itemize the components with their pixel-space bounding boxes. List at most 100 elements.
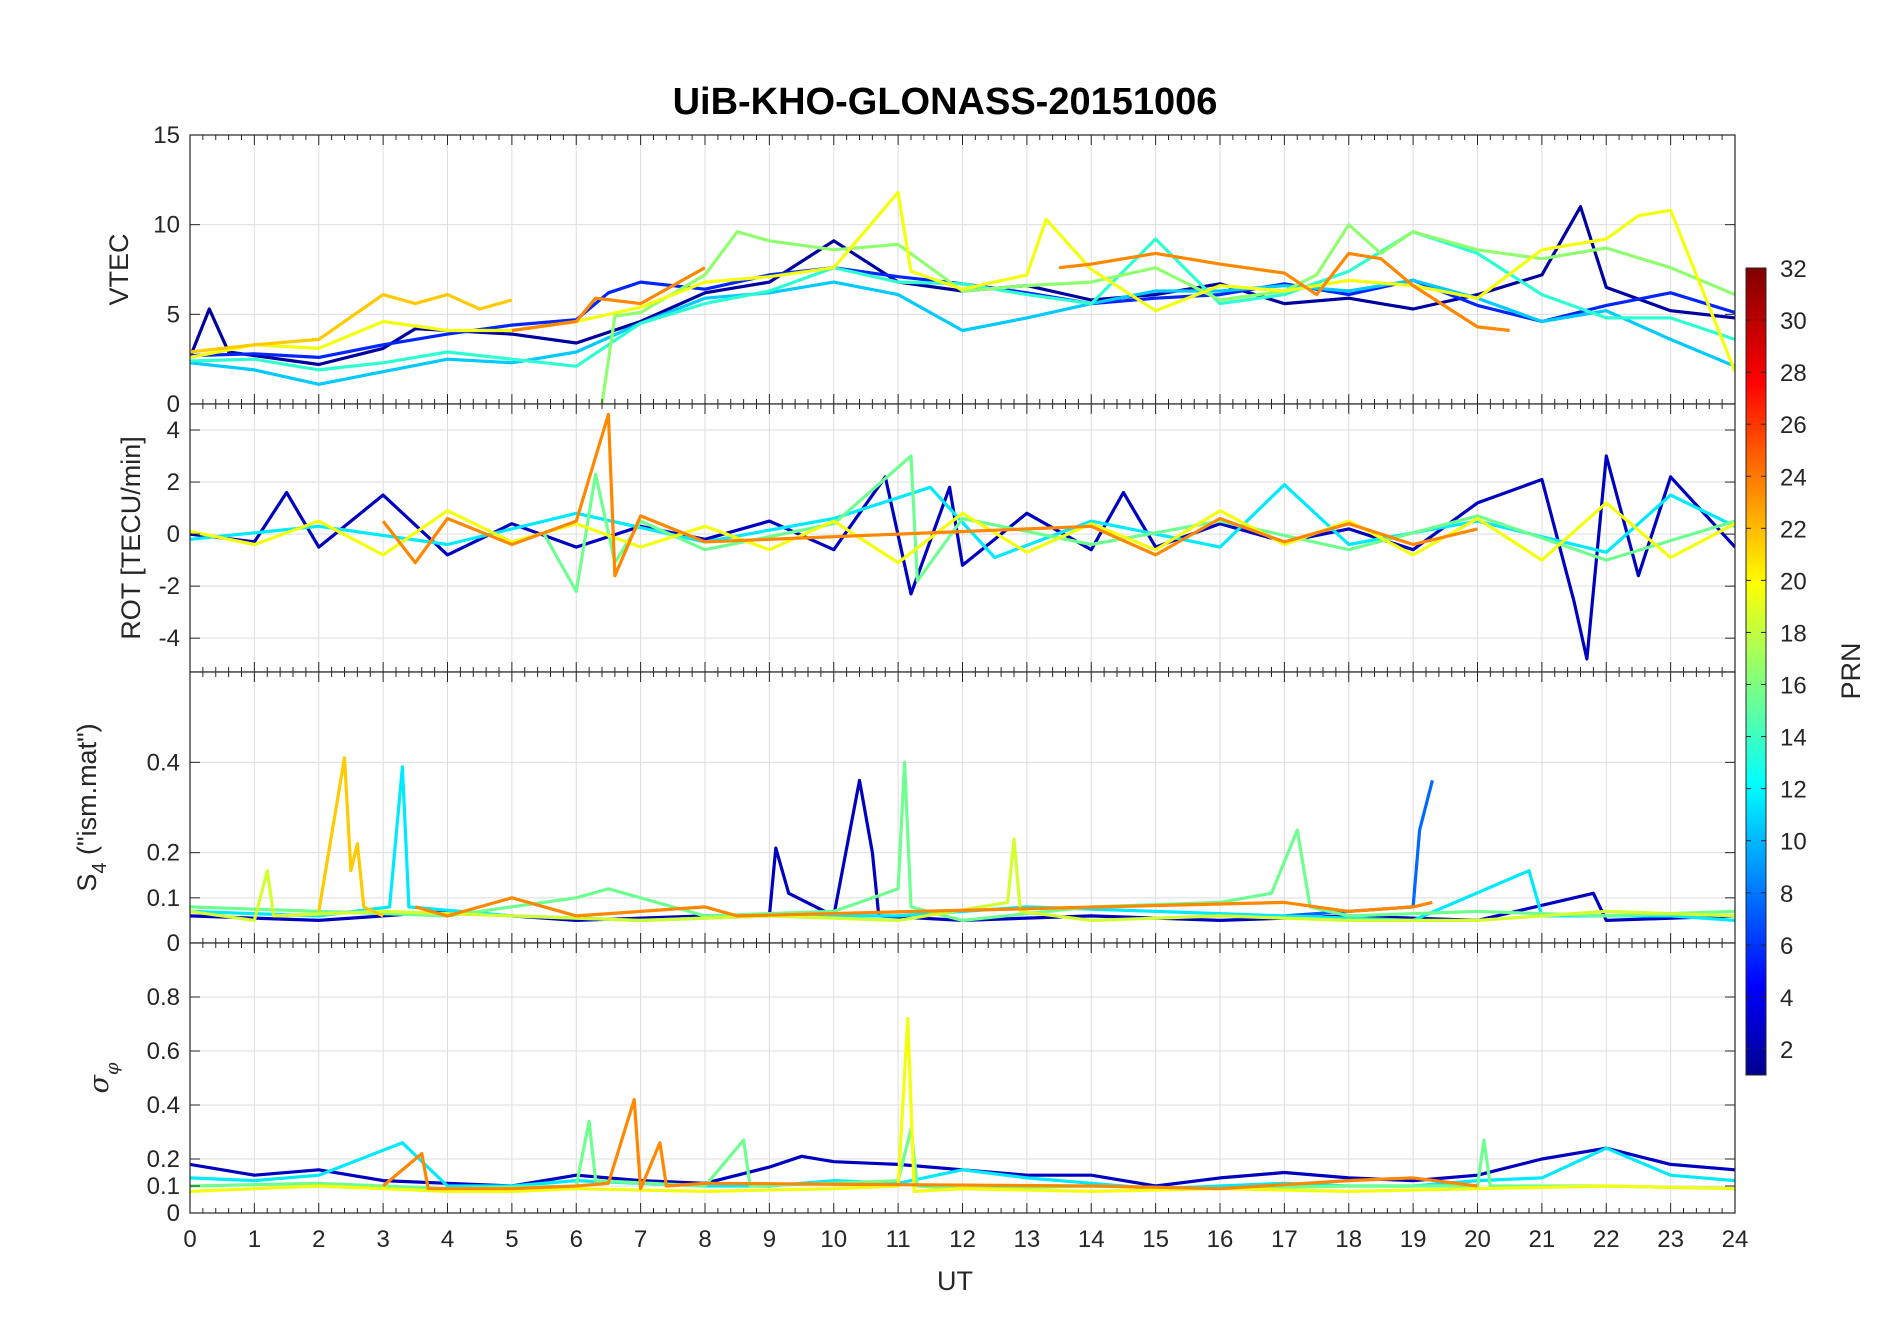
colorbar-tick-label: 22 <box>1780 516 1807 543</box>
colorbar-gradient <box>1745 267 1767 1076</box>
x-tick-label: 15 <box>1142 1226 1169 1253</box>
colorbar-tick-label: 6 <box>1780 933 1793 960</box>
x-tick-label: 3 <box>376 1226 389 1253</box>
panel-s4: 0 0.1 0.2 0.4 S4 ("ism.mat") <box>72 671 1736 957</box>
y-axis-label-rot: ROT [TECU/min] <box>116 436 146 640</box>
x-tick-label: 1 <box>248 1226 261 1253</box>
panel-rot-series <box>190 412 1735 661</box>
colorbar-tick-label: 12 <box>1780 777 1807 804</box>
y-axis-label-vtec: VTEC <box>104 233 134 305</box>
x-tick-label: 16 <box>1207 1226 1234 1253</box>
y-tick-label: 2 <box>167 469 180 496</box>
series-prn-16-rot-2 <box>542 454 1735 593</box>
colorbar-tick-label: 18 <box>1780 620 1807 647</box>
panel-sigma-series <box>190 1017 1735 1193</box>
y-tick-label: 0 <box>167 391 180 418</box>
series-prn-24-sigma-4 <box>382 1098 1478 1191</box>
x-tick-label: 10 <box>820 1226 847 1253</box>
y-axis-label-s4: S4 ("ism.mat") <box>72 723 111 891</box>
x-tick-label: 17 <box>1271 1226 1298 1253</box>
colorbar-tick-label: 24 <box>1780 464 1807 491</box>
series-prn-2-vtec-0 <box>190 205 1735 367</box>
series-prn-12-s4-2 <box>190 765 1735 922</box>
x-tick-label: 21 <box>1529 1226 1556 1253</box>
series-prn-3-rot-0 <box>190 454 1735 661</box>
x-tick-label: 11 <box>886 1226 911 1253</box>
y-tick-label: -4 <box>159 625 180 652</box>
y-tick-label: 10 <box>153 212 180 239</box>
series-prn-22-s4-5 <box>317 756 384 918</box>
panel-s4-ticks <box>189 672 1736 944</box>
colorbar-label: PRN <box>1836 642 1866 699</box>
series-prn-6-vtec-1 <box>190 266 1735 359</box>
colorbar-tick-label: 28 <box>1780 360 1807 387</box>
colorbar-tick-label: 30 <box>1780 308 1807 335</box>
y-tick-label: 0.1 <box>147 885 180 912</box>
y-tick-label: 0 <box>167 930 180 957</box>
series-prn-24-rot-4 <box>381 412 1478 578</box>
y-tick-label: 0.6 <box>147 1038 180 1065</box>
panel-s4-series <box>190 756 1735 922</box>
x-tick-label: 13 <box>1014 1226 1041 1253</box>
colorbar-tick-label: 10 <box>1780 829 1807 856</box>
panel-vtec-series <box>190 190 1735 404</box>
colorbar-tick-label: 4 <box>1780 985 1793 1012</box>
y-tick-label: 15 <box>153 122 180 149</box>
x-tick-label: 24 <box>1722 1226 1749 1253</box>
series-prn-16-sigma-2 <box>190 1119 1735 1191</box>
x-tick-label: 4 <box>441 1226 454 1253</box>
x-tick-label: 9 <box>763 1226 776 1253</box>
colorbar-tick-label: 14 <box>1780 725 1807 752</box>
series-prn-20-vtec-5 <box>190 190 1735 373</box>
panel-sigma-ticks <box>189 943 1736 1214</box>
series-prn-14-vtec-3 <box>190 230 1735 372</box>
colorbar-tick-label: 26 <box>1780 412 1807 439</box>
series-prn-3-sigma-0 <box>190 1146 1735 1188</box>
panel-rot: -4 -2 0 2 4 ROT [TECU/min] <box>116 403 1736 673</box>
colorbar-tick-label: 20 <box>1780 568 1807 595</box>
panel-sigma: 00.10.2 0.4 0.6 0.8 σφ <box>84 942 1736 1227</box>
y-tick-label: 4 <box>167 417 180 444</box>
x-tick-label: 6 <box>570 1226 583 1253</box>
series-prn-24-vtec-7 <box>511 266 706 333</box>
y-tick-label: 0.2 <box>147 840 180 867</box>
x-tick-label: 18 <box>1335 1226 1362 1253</box>
colorbar-tick-label: 2 <box>1780 1037 1793 1064</box>
y-tick-label: 0 <box>167 521 180 548</box>
series-prn-24-vtec-8 <box>1058 251 1510 333</box>
x-tick-label: 0 <box>183 1226 196 1253</box>
y-tick-label: 0.1 <box>147 1173 180 1200</box>
series-prn-20-rot-3 <box>190 501 1735 565</box>
x-tick-label: 8 <box>698 1226 711 1253</box>
panel-vtec-ticks <box>189 134 1736 405</box>
x-tick-label: 5 <box>505 1226 518 1253</box>
x-tick-label: 23 <box>1657 1226 1684 1253</box>
colorbar-tick-label: 32 <box>1780 256 1807 283</box>
x-axis-label: UT <box>937 1266 973 1296</box>
x-tick-label: 12 <box>949 1226 976 1253</box>
panel-rot-ticks <box>189 404 1736 672</box>
panel-vtec: 0 5 10 15 VTEC <box>104 122 1736 418</box>
x-tick-label: 20 <box>1464 1226 1491 1253</box>
series-prn-22-vtec-6 <box>190 293 513 354</box>
x-tick-label: 14 <box>1078 1226 1105 1253</box>
x-tick-label: 19 <box>1400 1226 1427 1253</box>
x-tick-label: 7 <box>634 1226 647 1253</box>
y-tick-label: 5 <box>167 301 180 328</box>
y-tick-label: 0.4 <box>147 749 180 776</box>
y-tick-label: 0.4 <box>147 1092 180 1119</box>
series-prn-17-vtec-4 <box>600 223 1735 404</box>
colorbar-tick-label: 16 <box>1780 673 1807 700</box>
chart-title: UiB-KHO-GLONASS-20151006 <box>673 81 1218 123</box>
y-tick-label: 0 <box>167 1200 180 1227</box>
y-tick-label: 0.8 <box>147 984 180 1011</box>
y-tick-label: -2 <box>159 573 180 600</box>
x-tick-label: 2 <box>312 1226 325 1253</box>
y-axis-label-sigma: σφ <box>84 1062 123 1093</box>
colorbar-tick-label: 8 <box>1780 881 1793 908</box>
y-tick-label: 0.2 <box>147 1146 180 1173</box>
